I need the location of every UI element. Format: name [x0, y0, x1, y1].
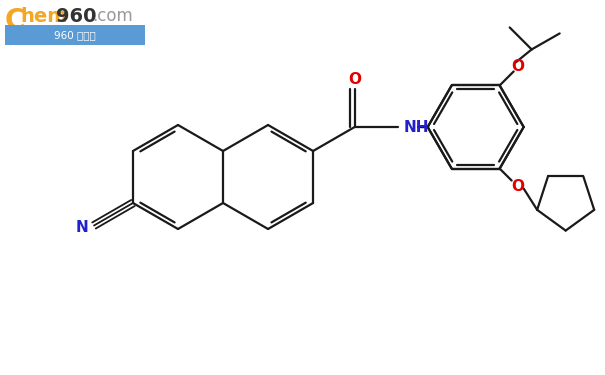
- Bar: [3, 5, 151, 45]
- Text: NH: NH: [404, 120, 429, 135]
- Text: N: N: [76, 220, 88, 235]
- Text: .com: .com: [92, 7, 132, 25]
- Text: O: O: [511, 59, 524, 74]
- Text: O: O: [348, 72, 361, 87]
- Text: C: C: [5, 7, 25, 35]
- Text: O: O: [511, 179, 524, 194]
- Text: hem: hem: [20, 7, 68, 26]
- Bar: [5, 25, 145, 45]
- Text: 960 化工网: 960 化工网: [54, 30, 96, 40]
- Text: 960: 960: [56, 7, 97, 26]
